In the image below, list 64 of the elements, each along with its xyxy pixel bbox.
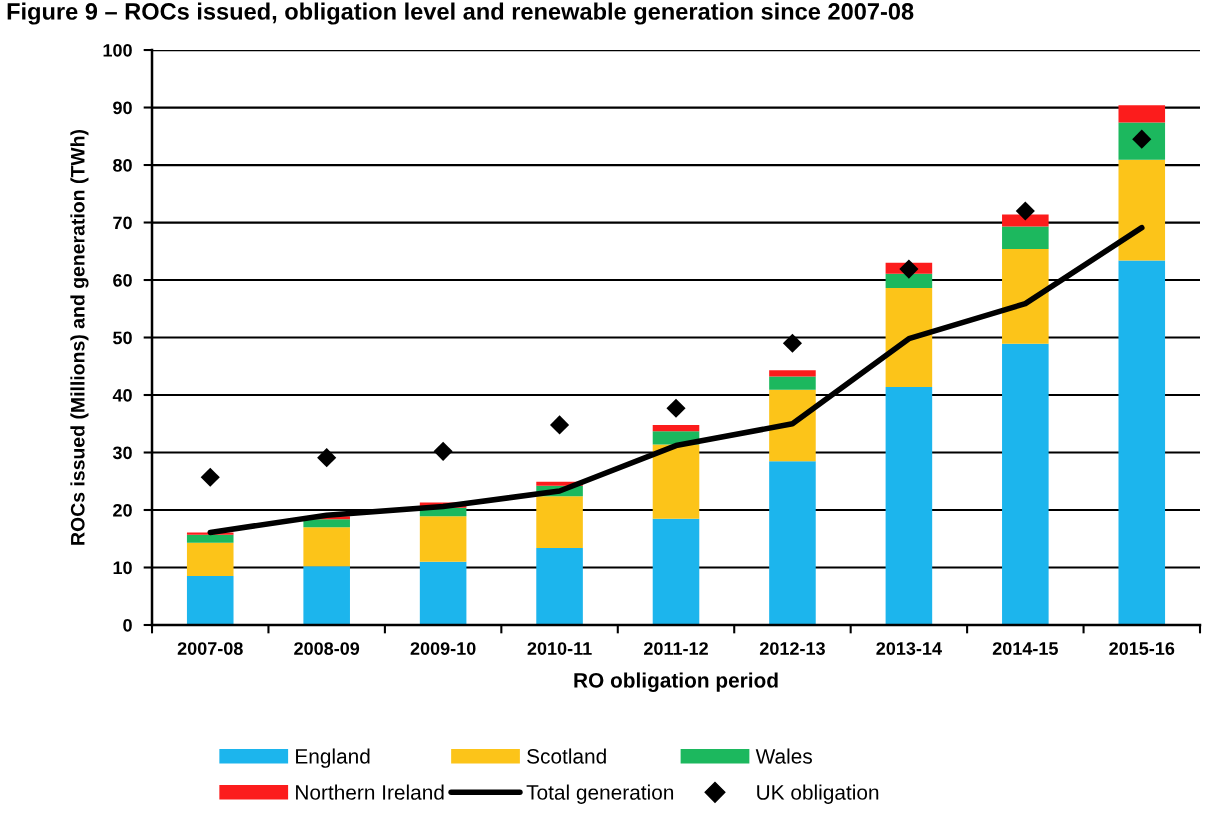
- y-tick-label: 80: [113, 158, 132, 172]
- x-tick-label: 2011-12: [644, 642, 708, 655]
- bar: [1002, 343, 1049, 625]
- point: [317, 448, 337, 468]
- y-tick-label: 70: [113, 216, 132, 230]
- bar: [769, 389, 816, 462]
- x-tick-label: 2008-09: [294, 642, 360, 655]
- x-tick-label: 2009-10: [410, 642, 476, 655]
- bar: [536, 496, 583, 548]
- x-tick-label: 2012-13: [759, 642, 825, 655]
- bar: [419, 561, 467, 625]
- y-tick-label: 100: [103, 43, 132, 57]
- bar: [186, 576, 234, 625]
- x-tick-label: 2007-08: [177, 642, 243, 655]
- y-tick-label: 50: [113, 331, 132, 345]
- bar: [652, 444, 700, 519]
- bar: [1002, 226, 1049, 249]
- bar: [885, 386, 933, 625]
- y-tick-label: 10: [113, 561, 132, 575]
- legend-label: England: [296, 748, 370, 768]
- x-tick-label: 2014-15: [992, 642, 1058, 655]
- x-tick-label: 2010-11: [527, 642, 592, 655]
- bar: [536, 547, 583, 625]
- y-tick-label: 60: [113, 273, 132, 287]
- x-axis-title: RO obligation period: [574, 672, 778, 692]
- x-tick-label: 2015-16: [1109, 642, 1175, 655]
- bar: [769, 370, 816, 377]
- bar: [769, 461, 816, 625]
- y-tick-label: 20: [113, 503, 132, 517]
- y-tick-label: 90: [113, 101, 132, 115]
- bar: [1118, 159, 1166, 261]
- point: [200, 467, 220, 487]
- point: [1015, 201, 1035, 221]
- bar: [885, 288, 933, 387]
- y-tick-label: 30: [112, 446, 132, 460]
- bar: [652, 518, 700, 625]
- bar: [652, 424, 700, 432]
- bar: [1002, 248, 1049, 344]
- x-tick-label: 2013-14: [876, 642, 942, 655]
- legend-label: Scotland: [527, 748, 606, 764]
- y-axis-title: ROCs issued (Millions) and generation (TWh): [70, 129, 89, 545]
- bar: [303, 527, 350, 567]
- bar: [885, 273, 933, 289]
- bar: [303, 519, 350, 528]
- bar: [186, 534, 234, 543]
- point: [549, 415, 570, 435]
- point: [899, 259, 919, 279]
- bar: [769, 376, 816, 390]
- bar: [186, 542, 234, 577]
- legend-label: Wales: [755, 748, 812, 764]
- y-tick-label: 0: [123, 618, 132, 632]
- bar: [1002, 214, 1049, 227]
- point: [433, 441, 453, 461]
- bar: [419, 516, 467, 562]
- legend-label: Total generation: [526, 784, 674, 804]
- y-tick-label: 40: [112, 388, 132, 402]
- chart-title: Figure 9 – ROCs issued, obligation level and renewable generation since 2007-08: [7, 2, 914, 25]
- point: [782, 333, 803, 353]
- point: [666, 398, 686, 418]
- bar: [1118, 260, 1166, 625]
- bar: [1118, 105, 1166, 123]
- legend-label: Northern Ireland: [296, 784, 444, 800]
- legend-label: UK obligation: [757, 784, 879, 804]
- bar: [303, 566, 350, 625]
